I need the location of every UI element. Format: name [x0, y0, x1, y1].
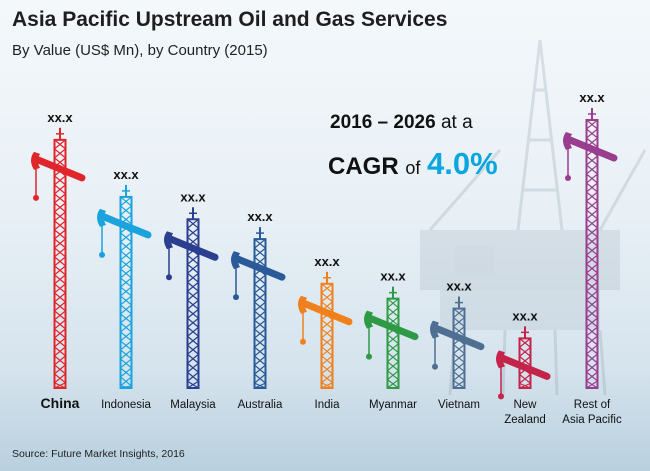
bar-walking-beam — [34, 156, 86, 182]
category-label: Vietnam — [438, 399, 480, 411]
bar-horse-head — [364, 310, 373, 329]
bar-walking-beam — [301, 300, 353, 326]
bar-china: xx.x China — [31, 110, 86, 411]
bar-vietnam: xx.x Vietnam — [430, 279, 485, 411]
category-label: Asia Pacific — [562, 414, 622, 426]
bar-series: xx.x China xx.x Indonesia xx.x Malaysia xx.x Au… — [31, 90, 622, 426]
data-label: xx.x — [512, 308, 538, 323]
data-label: xx.x — [113, 167, 139, 182]
bar-horse-head — [97, 208, 106, 227]
bar-lattice — [54, 139, 66, 389]
bar-walking-beam — [167, 235, 219, 261]
category-label: Zealand — [504, 414, 546, 426]
bar-walking-beam — [367, 315, 419, 341]
bar-australia: xx.x Australia — [231, 209, 286, 411]
category-label: New — [513, 399, 537, 411]
data-label: xx.x — [247, 209, 273, 224]
bar-horse-head — [298, 295, 307, 314]
cagr-of: of — [405, 158, 421, 178]
data-label: xx.x — [180, 189, 206, 204]
chart-title: Asia Pacific Upstream Oil and Gas Servic… — [12, 8, 448, 31]
cagr-period-line: 2016 – 2026 at a — [330, 112, 473, 134]
category-label: China — [41, 395, 80, 411]
bar-walking-beam — [234, 255, 286, 281]
bar-lattice — [187, 218, 199, 389]
bar-walking-beam — [100, 213, 152, 239]
bar-rod-weight — [498, 393, 504, 400]
bar-rest-of-asia-pacific: xx.x Rest of Asia Pacific — [562, 90, 622, 426]
bar-walking-beam — [499, 354, 551, 380]
cagr-period: 2016 – 2026 — [330, 112, 436, 133]
bar-horse-head — [164, 231, 173, 250]
cagr-value: 4.0% — [427, 146, 498, 181]
bar-rod-weight — [300, 338, 306, 345]
cagr-at-a: at a — [440, 112, 473, 133]
chart-subtitle: By Value (US$ Mn), by Country (2015) — [12, 42, 268, 59]
bar-horse-head — [231, 251, 240, 270]
bar-lattice — [387, 298, 399, 389]
data-label: xx.x — [380, 269, 406, 284]
bar-rod-weight — [233, 294, 239, 301]
data-label: xx.x — [314, 254, 340, 269]
bar-indonesia: xx.x Indonesia — [97, 167, 152, 411]
bar-rod-weight — [432, 363, 438, 370]
bar-horse-head — [31, 151, 40, 170]
bar-rod-weight — [33, 194, 39, 201]
data-label: xx.x — [579, 90, 605, 105]
bar-horse-head — [430, 320, 439, 339]
sea-background — [0, 375, 650, 471]
bar-rod-weight — [565, 175, 571, 181]
bar-rod-weight — [99, 251, 105, 258]
category-label: Indonesia — [101, 399, 151, 411]
bar-horse-head — [496, 350, 505, 369]
bar-rod-weight — [166, 274, 172, 281]
cagr-value-line: CAGR of 4.0% — [328, 146, 498, 182]
category-label: India — [315, 399, 341, 411]
bar-lattice — [321, 283, 333, 389]
bar-horse-head — [563, 132, 572, 150]
bar-rod-weight — [366, 353, 372, 360]
data-label: xx.x — [47, 110, 73, 125]
source-note: Source: Future Market Insights, 2016 — [12, 448, 185, 460]
data-label: xx.x — [446, 279, 472, 294]
bar-lattice — [120, 196, 132, 389]
bar-malaysia: xx.x Malaysia — [164, 189, 219, 411]
bar-myanmar: xx.x Myanmar — [364, 269, 419, 411]
bar-new-zealand: xx.x New Zealand — [496, 308, 551, 426]
bar-india: xx.x India — [298, 254, 353, 411]
category-label: Australia — [238, 399, 283, 411]
bar-lattice — [586, 119, 598, 389]
category-label: Malaysia — [170, 399, 216, 411]
category-label: Rest of — [574, 399, 611, 411]
bar-walking-beam — [566, 136, 618, 162]
category-label: Myanmar — [369, 399, 417, 411]
cagr-label: CAGR — [328, 153, 399, 180]
bar-lattice — [254, 238, 266, 389]
bar-walking-beam — [433, 325, 485, 351]
